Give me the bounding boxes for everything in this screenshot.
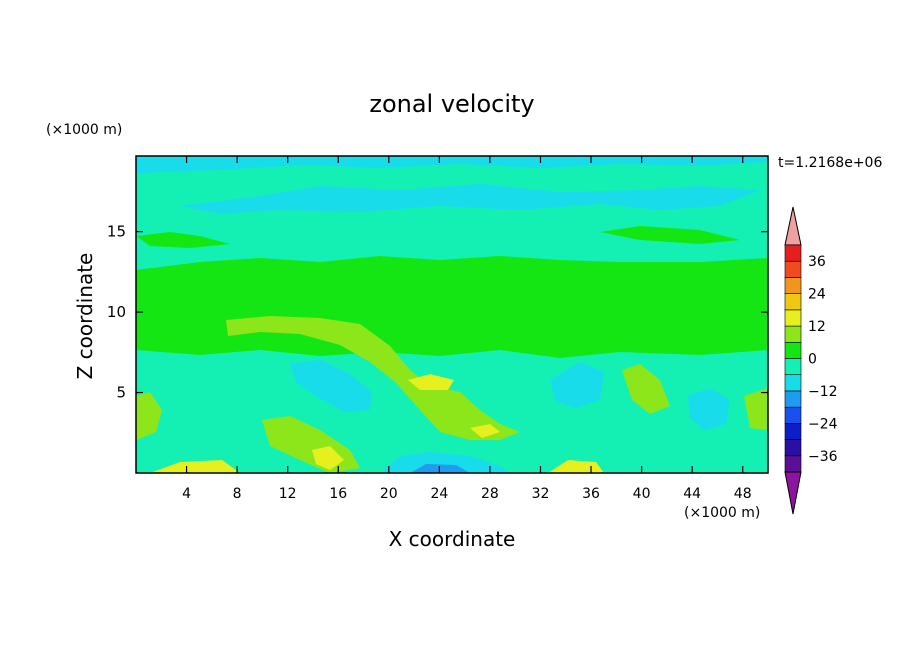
chart-title: zonal velocity <box>369 90 534 118</box>
colorbar-segment <box>784 374 802 392</box>
x-unit-label: (×1000 m) <box>684 505 760 521</box>
colorbar-tick-label: −36 <box>808 449 838 465</box>
colorbar-tick-label: −24 <box>808 416 838 432</box>
contour-cyan-top <box>136 156 768 174</box>
contour-cyan-lobe-left <box>290 360 372 412</box>
contour-cyan-upper-band <box>180 184 760 214</box>
contour-cyan-lobe-right <box>550 362 604 408</box>
x-tick-label: 8 <box>233 486 242 502</box>
colorbar-segment <box>784 309 802 327</box>
colorbar-tick-label: 12 <box>808 319 826 335</box>
colorbar-tick-label: 0 <box>808 352 817 368</box>
colorbar-segment <box>784 325 802 343</box>
x-tick-label: 44 <box>683 486 701 502</box>
colorbar-segment <box>784 341 802 359</box>
contour-yellow-bottom-right <box>548 460 604 473</box>
contour-yellow-spot-3 <box>312 446 344 470</box>
contour-cyan-bottom <box>380 452 510 473</box>
y-axis-ticks: 5 10 15 <box>107 223 768 402</box>
colorbar: −36 −24 −12 0 12 24 36 <box>784 206 838 515</box>
colorbar-tick-label: 36 <box>808 254 826 270</box>
x-tick-label: 32 <box>532 486 550 502</box>
y-axis-label: Z coordinate <box>73 253 97 380</box>
contour-green-patch-upper <box>136 232 230 248</box>
x-tick-label: 20 <box>380 486 398 502</box>
contour-yellow-spot-2 <box>470 424 500 438</box>
contour-cyan-lobe-far-right <box>688 388 730 430</box>
time-label: t=1.2168e+06 <box>778 155 882 171</box>
colorbar-segment <box>784 390 802 408</box>
x-tick-label: 48 <box>734 486 752 502</box>
colorbar-segment <box>784 439 802 457</box>
colorbar-segment <box>784 358 802 376</box>
x-tick-label: 16 <box>329 486 347 502</box>
colorbar-over-triangle <box>784 206 802 246</box>
colorbar-segment <box>784 277 802 294</box>
x-axis-ticks: 4 8 12 16 20 24 28 32 36 40 44 48 <box>182 156 752 502</box>
contour-green-patch-right <box>600 226 740 244</box>
y-tick-label: 15 <box>107 223 126 241</box>
x-tick-label: 28 <box>481 486 499 502</box>
contour-lime-right-blob <box>622 364 670 414</box>
colorbar-tick-label: −12 <box>808 384 838 400</box>
x-tick-label: 4 <box>182 486 191 502</box>
y-tick-label: 5 <box>116 384 126 402</box>
colorbar-segment <box>784 244 802 262</box>
contour-green-mid <box>136 256 768 358</box>
contour-blue-bottom <box>410 464 470 473</box>
contour-lime-ridge <box>226 316 520 440</box>
colorbar-under-triangle <box>784 471 802 515</box>
colorbar-segment <box>784 293 802 311</box>
colorbar-segment <box>784 260 802 278</box>
colorbar-segment <box>784 406 802 424</box>
colorbar-segment <box>784 423 802 440</box>
contour-lime-left-edge <box>136 392 162 440</box>
plot-frame <box>135 155 769 474</box>
colorbar-segment <box>784 455 802 473</box>
contour-yellow-bottom-left <box>150 460 240 473</box>
colorbar-tick-label: 24 <box>808 287 826 303</box>
x-tick-label: 36 <box>582 486 600 502</box>
contour-yellow-spot-1 <box>408 374 454 390</box>
x-tick-label: 12 <box>279 486 297 502</box>
y-tick-label: 10 <box>107 303 126 321</box>
y-unit-label: (×1000 m) <box>46 122 122 138</box>
x-tick-label: 24 <box>430 486 448 502</box>
x-tick-label: 40 <box>633 486 651 502</box>
x-axis-label: X coordinate <box>389 527 516 551</box>
contour-lime-right-edge <box>744 388 768 430</box>
